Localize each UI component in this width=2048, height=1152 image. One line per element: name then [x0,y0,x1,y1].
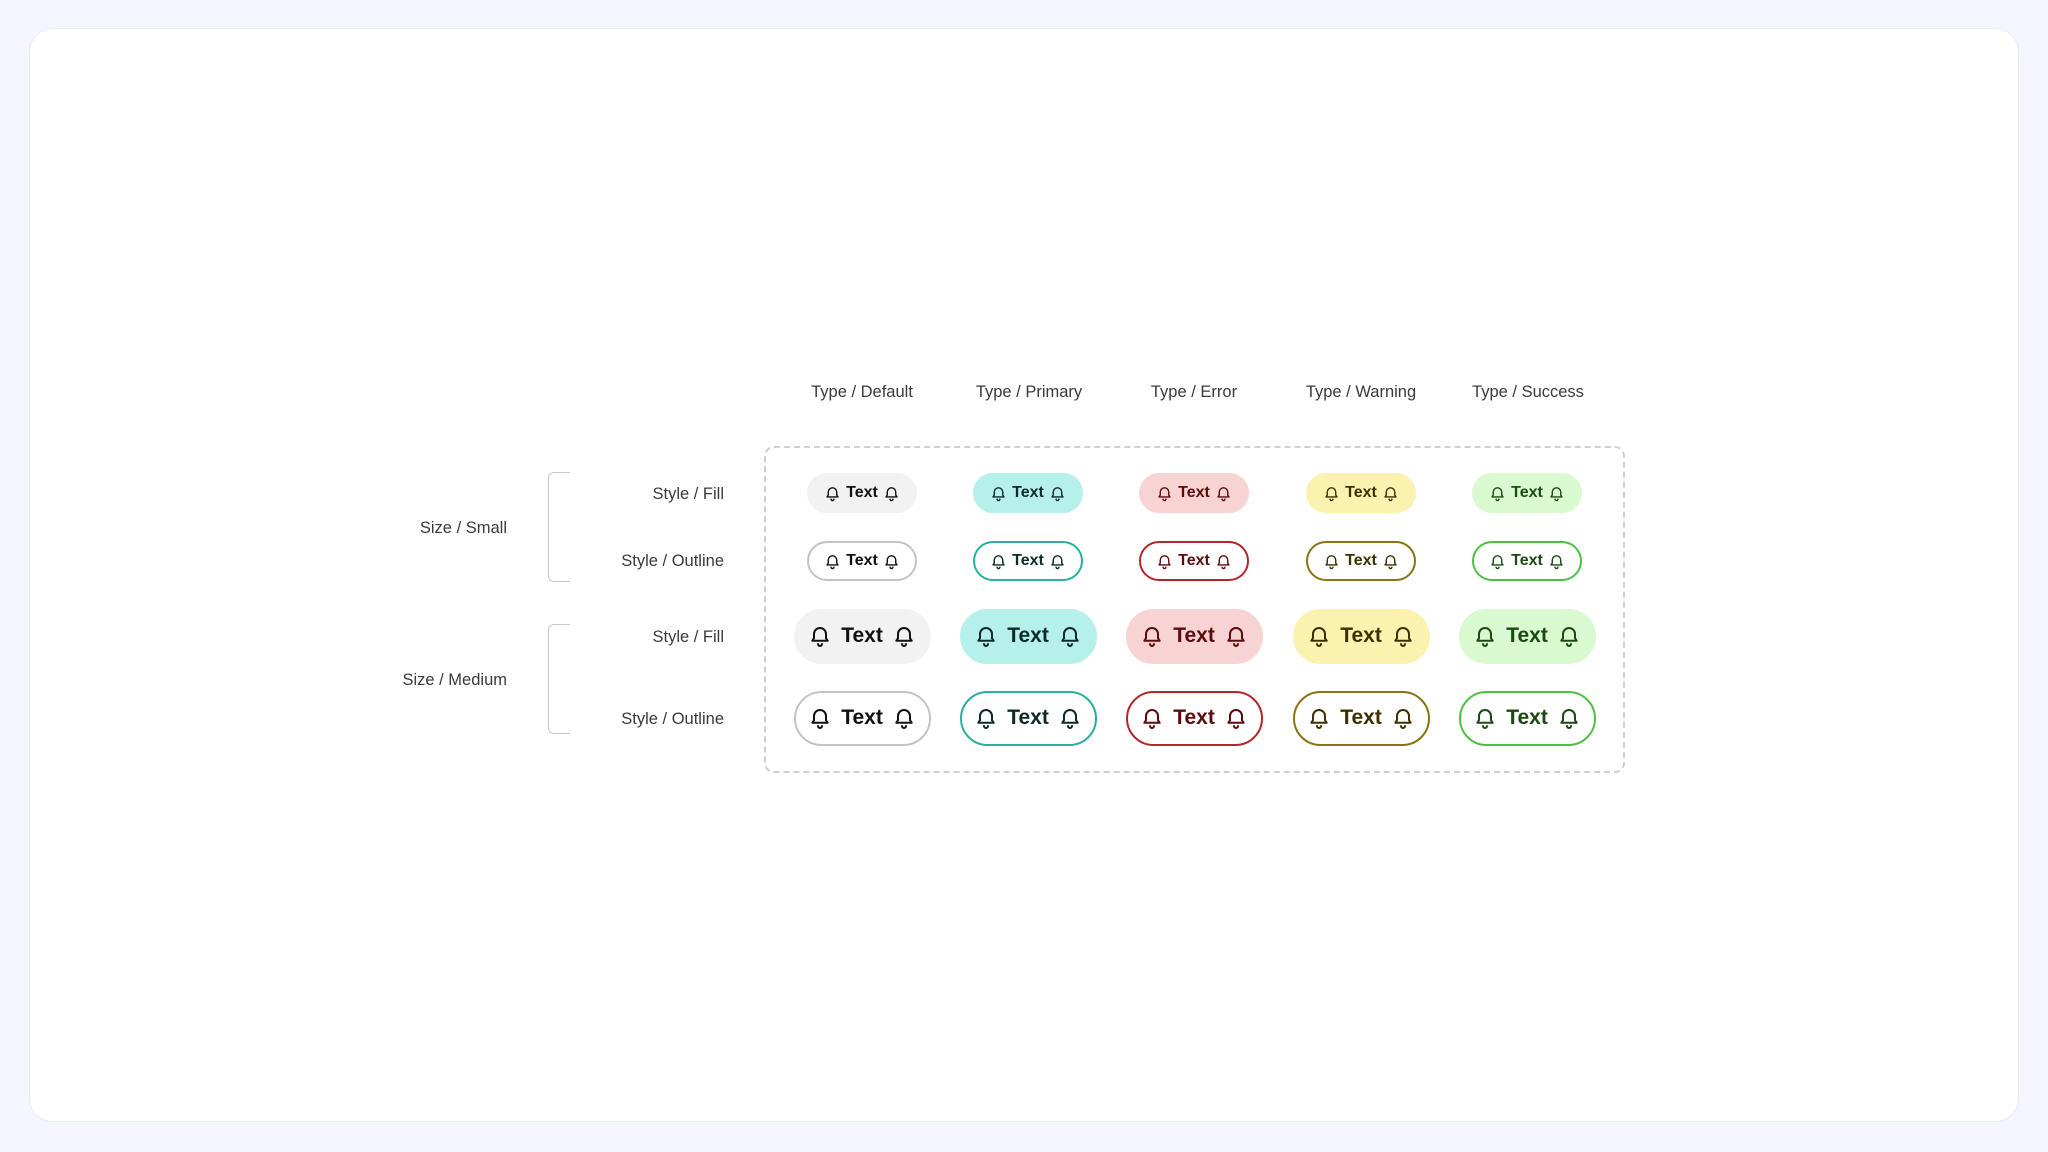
tag-label: Text [1345,484,1377,501]
bell-icon [1473,624,1497,648]
bell-icon [808,624,832,648]
bell-icon [1140,624,1164,648]
bell-icon [824,485,841,502]
tag-label: Text [1007,706,1049,729]
bell-icon [1382,485,1399,502]
tag-small-fill-success[interactable]: Text [1472,473,1582,513]
tag-label: Text [1506,624,1548,647]
tag-small-fill-default[interactable]: Text [807,473,917,513]
bell-icon [1156,553,1173,570]
tag-medium-fill-primary[interactable]: Text [959,608,1097,664]
column-header-default: Type / Default [811,383,913,401]
tag-medium-outline-primary[interactable]: Text [959,690,1097,746]
row-label-medium-fill: Style / Fill [652,628,724,646]
tag-label: Text [1178,484,1210,501]
tag-medium-outline-default[interactable]: Text [793,690,931,746]
bell-icon [1489,485,1506,502]
bell-icon [1489,553,1506,570]
size-medium-bracket [548,624,570,734]
tag-label: Text [846,484,878,501]
tag-label: Text [1511,552,1543,569]
bell-icon [892,624,916,648]
bell-icon [892,706,916,730]
tag-label: Text [841,706,883,729]
bell-icon [1049,553,1066,570]
bell-icon [1323,485,1340,502]
bell-icon [808,706,832,730]
bell-icon [990,553,1007,570]
tag-small-fill-warning[interactable]: Text [1306,473,1416,513]
bell-icon [1224,624,1248,648]
tag-label: Text [1345,552,1377,569]
column-header-error: Type / Error [1150,383,1238,401]
bell-icon [974,624,998,648]
row-label-medium-outline: Style / Outline [621,710,724,728]
tag-label: Text [1511,484,1543,501]
bell-icon [1307,624,1331,648]
row-label-small-fill: Style / Fill [652,485,724,503]
size-label-medium: Size / Medium [402,671,507,689]
bell-icon [1391,624,1415,648]
tag-small-outline-warning[interactable]: Text [1306,541,1416,581]
tag-label: Text [1178,552,1210,569]
bell-icon [1548,553,1565,570]
bell-icon [883,485,900,502]
tag-medium-outline-error[interactable]: Text [1125,690,1263,746]
tag-medium-fill-warning[interactable]: Text [1292,608,1430,664]
tag-small-outline-default[interactable]: Text [807,541,917,581]
column-header-success: Type / Success [1472,383,1584,401]
tag-label: Text [846,552,878,569]
tag-label: Text [1173,624,1215,647]
bell-icon [1224,706,1248,730]
variants-container [764,446,1625,773]
column-header-warning: Type / Warning [1305,383,1417,401]
tag-small-outline-success[interactable]: Text [1472,541,1582,581]
bell-icon [1391,706,1415,730]
bell-icon [1058,706,1082,730]
tag-label: Text [1340,706,1382,729]
bell-icon [1215,485,1232,502]
tag-medium-outline-success[interactable]: Text [1458,690,1596,746]
bell-icon [824,553,841,570]
tag-medium-fill-default[interactable]: Text [793,608,931,664]
bell-icon [1548,485,1565,502]
bell-icon [1473,706,1497,730]
bell-icon [1049,485,1066,502]
size-small-bracket [548,472,570,582]
bell-icon [883,553,900,570]
bell-icon [1307,706,1331,730]
tag-small-outline-primary[interactable]: Text [973,541,1083,581]
size-label-small: Size / Small [419,519,507,537]
bell-icon [1557,706,1581,730]
tag-medium-outline-warning[interactable]: Text [1292,690,1430,746]
tag-label: Text [1340,624,1382,647]
bell-icon [990,485,1007,502]
bell-icon [1323,553,1340,570]
bell-icon [1382,553,1399,570]
row-label-small-outline: Style / Outline [621,552,724,570]
tag-label: Text [1506,706,1548,729]
bell-icon [1058,624,1082,648]
column-header-primary: Type / Primary [975,383,1083,401]
tag-label: Text [1012,552,1044,569]
tag-medium-fill-error[interactable]: Text [1125,608,1263,664]
tag-label: Text [841,624,883,647]
tag-small-fill-error[interactable]: Text [1139,473,1249,513]
bell-icon [1215,553,1232,570]
bell-icon [1156,485,1173,502]
bell-icon [974,706,998,730]
tag-small-fill-primary[interactable]: Text [973,473,1083,513]
bell-icon [1557,624,1581,648]
bell-icon [1140,706,1164,730]
tag-label: Text [1173,706,1215,729]
tag-label: Text [1007,624,1049,647]
tag-small-outline-error[interactable]: Text [1139,541,1249,581]
tag-medium-fill-success[interactable]: Text [1458,608,1596,664]
tag-label: Text [1012,484,1044,501]
